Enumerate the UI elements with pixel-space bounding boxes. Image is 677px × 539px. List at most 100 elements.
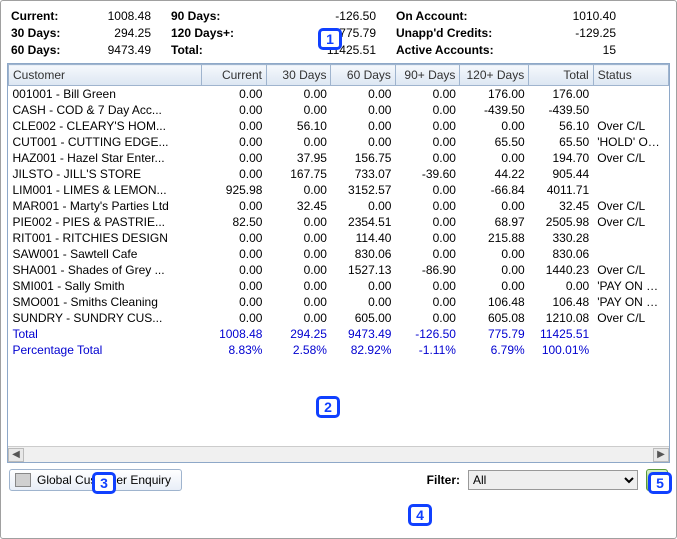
table-cell <box>593 182 668 198</box>
scroll-right-arrow[interactable]: ▶ <box>653 448 669 462</box>
table-cell: 0.00 <box>331 134 395 150</box>
table-row[interactable]: SUNDRY - SUNDRY CUS...0.000.00605.000.00… <box>9 310 669 326</box>
table-row[interactable]: CLE002 - CLEARY'S HOM...0.0056.100.000.0… <box>9 118 669 134</box>
table-row[interactable]: HAZ001 - Hazel Star Enter...0.0037.95156… <box>9 150 669 166</box>
table-row[interactable]: MAR001 - Marty's Parties Ltd0.0032.450.0… <box>9 198 669 214</box>
column-header[interactable]: Current <box>202 65 266 86</box>
table-cell: 2505.98 <box>529 214 593 230</box>
table-cell: 0.00 <box>460 278 529 294</box>
table-row[interactable]: 001001 - Bill Green0.000.000.000.00176.0… <box>9 86 669 103</box>
table-cell: 194.70 <box>529 150 593 166</box>
table-cell: 11425.51 <box>529 326 593 342</box>
callout-5: 5 <box>648 472 672 494</box>
table-cell: 0.00 <box>460 262 529 278</box>
table-cell: 106.48 <box>529 294 593 310</box>
table-cell: -39.60 <box>395 166 459 182</box>
summary-30-lbl: 30 Days: <box>11 26 91 40</box>
table-row[interactable]: JILSTO - JILL'S STORE0.00167.75733.07-39… <box>9 166 669 182</box>
table-cell: 176.00 <box>529 86 593 103</box>
table-cell: 0.00 <box>331 102 395 118</box>
table-cell: 905.44 <box>529 166 593 182</box>
aging-table[interactable]: CustomerCurrent30 Days60 Days90+ Days120… <box>8 64 669 358</box>
table-row[interactable]: SMI001 - Sally Smith0.000.000.000.000.00… <box>9 278 669 294</box>
table-cell: 'PAY ON PICKUP' <box>593 294 668 310</box>
table-cell: 330.28 <box>529 230 593 246</box>
table-cell: 0.00 <box>331 294 395 310</box>
table-cell: 0.00 <box>331 198 395 214</box>
summary-current-val: 1008.48 <box>91 9 171 23</box>
horizontal-scrollbar[interactable]: ◀ ▶ <box>8 446 669 462</box>
table-cell: -66.84 <box>460 182 529 198</box>
table-cell: 0.00 <box>460 118 529 134</box>
table-row[interactable]: RIT001 - RITCHIES DESIGN0.000.00114.400.… <box>9 230 669 246</box>
table-cell: 0.00 <box>460 246 529 262</box>
table-cell: 0.00 <box>202 102 266 118</box>
table-cell: 605.08 <box>460 310 529 326</box>
table-row[interactable]: SMO001 - Smiths Cleaning0.000.000.000.00… <box>9 294 669 310</box>
table-row[interactable]: CUT001 - CUTTING EDGE...0.000.000.000.00… <box>9 134 669 150</box>
table-cell: SMO001 - Smiths Cleaning <box>9 294 202 310</box>
summary-active-lbl: Active Accounts: <box>396 43 516 57</box>
table-row[interactable]: SAW001 - Sawtell Cafe0.000.00830.060.000… <box>9 246 669 262</box>
table-cell: 56.10 <box>266 118 330 134</box>
table-cell: 56.10 <box>529 118 593 134</box>
table-total-row: Total1008.48294.259473.49-126.50775.7911… <box>9 326 669 342</box>
column-header[interactable]: Total <box>529 65 593 86</box>
column-header[interactable]: 120+ Days <box>460 65 529 86</box>
table-cell: 830.06 <box>529 246 593 262</box>
table-cell: 001001 - Bill Green <box>9 86 202 103</box>
table-body[interactable]: 001001 - Bill Green0.000.000.000.00176.0… <box>9 86 669 359</box>
table-cell: SUNDRY - SUNDRY CUS... <box>9 310 202 326</box>
table-cell: 'PAY ON PICKUP' <box>593 278 668 294</box>
table-row[interactable]: SHA001 - Shades of Grey ...0.000.001527.… <box>9 262 669 278</box>
table-cell <box>593 326 668 342</box>
table-cell: 0.00 <box>529 278 593 294</box>
table-cell: Over C/L <box>593 118 668 134</box>
table-cell: 0.00 <box>395 246 459 262</box>
table-cell: 100.01% <box>529 342 593 358</box>
table-cell: 0.00 <box>266 134 330 150</box>
table-cell: 106.48 <box>460 294 529 310</box>
table-cell: 1210.08 <box>529 310 593 326</box>
table-cell: 0.00 <box>395 118 459 134</box>
table-row[interactable]: LIM001 - LIMES & LEMON...925.980.003152.… <box>9 182 669 198</box>
table-cell: 0.00 <box>395 134 459 150</box>
table-row[interactable]: PIE002 - PIES & PASTRIE...82.500.002354.… <box>9 214 669 230</box>
column-header[interactable]: Status <box>593 65 668 86</box>
summary-unapp-lbl: Unapp'd Credits: <box>396 26 516 40</box>
table-row[interactable]: CASH - COD & 7 Day Acc...0.000.000.000.0… <box>9 102 669 118</box>
table-cell <box>593 166 668 182</box>
table-cell: 0.00 <box>395 182 459 198</box>
summary-60-lbl: 60 Days: <box>11 43 91 57</box>
table-cell: 0.00 <box>202 150 266 166</box>
table-cell: -439.50 <box>529 102 593 118</box>
table-cell: 925.98 <box>202 182 266 198</box>
table-cell: 0.00 <box>395 198 459 214</box>
callout-3: 3 <box>92 472 116 494</box>
table-cell: 65.50 <box>460 134 529 150</box>
column-header[interactable]: 90+ Days <box>395 65 459 86</box>
callout-2: 2 <box>316 396 340 418</box>
table-cell: 0.00 <box>395 214 459 230</box>
table-cell: 1440.23 <box>529 262 593 278</box>
table-cell: MAR001 - Marty's Parties Ltd <box>9 198 202 214</box>
table-cell: 830.06 <box>331 246 395 262</box>
column-header[interactable]: 60 Days <box>331 65 395 86</box>
table-cell: 0.00 <box>266 310 330 326</box>
callout-4: 4 <box>408 504 432 526</box>
column-header[interactable]: Customer <box>9 65 202 86</box>
table-cell: 114.40 <box>331 230 395 246</box>
table-cell: 8.83% <box>202 342 266 358</box>
summary-30-val: 294.25 <box>91 26 171 40</box>
table-header-row[interactable]: CustomerCurrent30 Days60 Days90+ Days120… <box>9 65 669 86</box>
filter-select[interactable]: All <box>468 470 638 490</box>
table-cell: 9473.49 <box>331 326 395 342</box>
table-cell: Over C/L <box>593 214 668 230</box>
table-cell: 0.00 <box>331 86 395 103</box>
column-header[interactable]: 30 Days <box>266 65 330 86</box>
table-cell: 0.00 <box>331 278 395 294</box>
callout-1: 1 <box>318 28 342 50</box>
table-cell: 0.00 <box>202 86 266 103</box>
table-cell: 156.75 <box>331 150 395 166</box>
scroll-left-arrow[interactable]: ◀ <box>8 448 24 462</box>
